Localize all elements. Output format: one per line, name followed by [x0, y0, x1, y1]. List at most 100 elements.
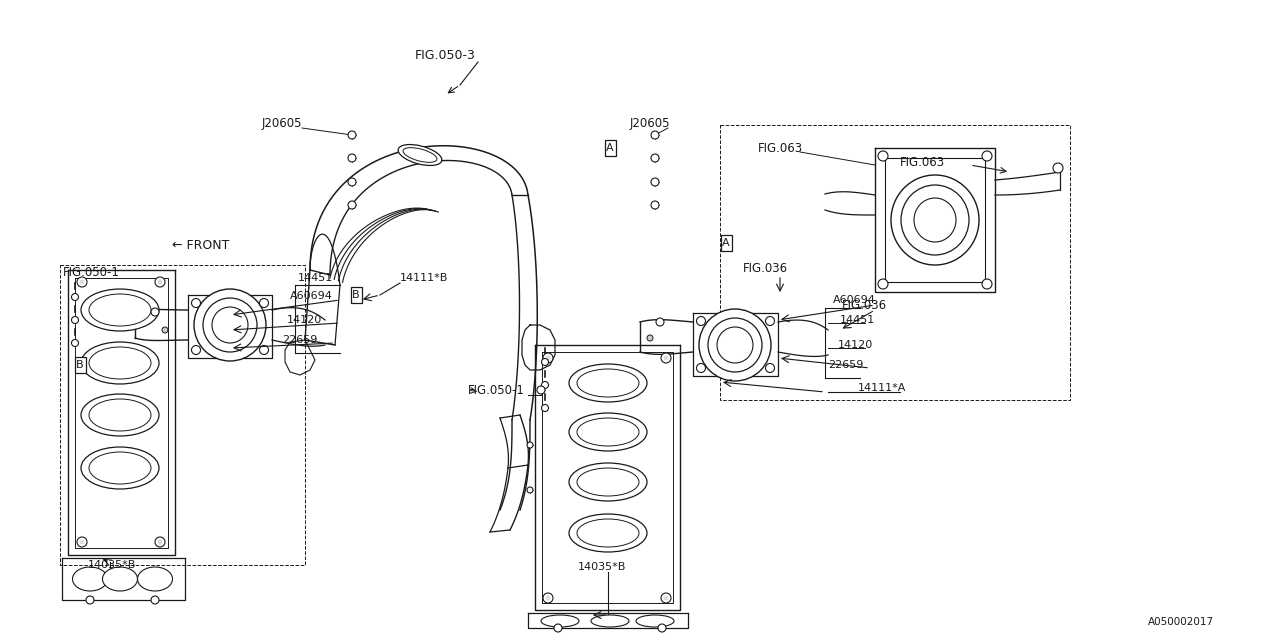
Text: B: B [77, 360, 83, 370]
Ellipse shape [577, 369, 639, 397]
Text: FIG.063: FIG.063 [758, 141, 803, 154]
Ellipse shape [577, 418, 639, 446]
Ellipse shape [204, 298, 257, 352]
Circle shape [646, 335, 653, 341]
Circle shape [163, 327, 168, 333]
Circle shape [348, 178, 356, 186]
Ellipse shape [577, 519, 639, 547]
Ellipse shape [81, 342, 159, 384]
Circle shape [541, 404, 549, 412]
Circle shape [538, 386, 545, 394]
Text: 14111*A: 14111*A [858, 383, 906, 393]
Ellipse shape [570, 463, 646, 501]
Ellipse shape [212, 307, 248, 343]
Text: FIG.050-1: FIG.050-1 [63, 266, 120, 278]
Text: 14035*B: 14035*B [579, 562, 626, 572]
Text: ← FRONT: ← FRONT [172, 239, 229, 252]
Circle shape [652, 178, 659, 186]
Ellipse shape [914, 198, 956, 242]
Circle shape [77, 537, 87, 547]
Text: A: A [607, 143, 614, 153]
Circle shape [658, 624, 666, 632]
Ellipse shape [81, 289, 159, 331]
Bar [604, 140, 616, 156]
Text: A: A [722, 238, 730, 248]
Circle shape [348, 154, 356, 162]
Circle shape [660, 593, 671, 603]
Circle shape [541, 358, 549, 365]
Circle shape [157, 540, 163, 545]
Text: 14451: 14451 [298, 273, 333, 283]
Text: 22659: 22659 [828, 360, 864, 370]
Bar [74, 357, 86, 373]
Circle shape [260, 346, 269, 355]
Text: 14111*B: 14111*B [401, 273, 448, 283]
Ellipse shape [699, 309, 771, 381]
Ellipse shape [717, 327, 753, 363]
Circle shape [527, 442, 532, 448]
Circle shape [696, 364, 705, 372]
Circle shape [982, 279, 992, 289]
Circle shape [982, 151, 992, 161]
Circle shape [155, 537, 165, 547]
Ellipse shape [570, 364, 646, 402]
Text: A050002017: A050002017 [1148, 617, 1215, 627]
Circle shape [696, 317, 705, 326]
Text: FIG.036: FIG.036 [842, 298, 887, 312]
Circle shape [72, 339, 78, 346]
Circle shape [151, 308, 159, 316]
Text: 14035*B: 14035*B [88, 560, 137, 570]
Ellipse shape [398, 145, 442, 166]
Text: J20605: J20605 [630, 116, 671, 129]
Text: 14451: 14451 [840, 315, 876, 325]
Ellipse shape [570, 413, 646, 451]
Ellipse shape [541, 615, 579, 627]
Ellipse shape [81, 394, 159, 436]
Circle shape [541, 381, 549, 388]
Circle shape [657, 318, 664, 326]
Circle shape [1053, 163, 1062, 173]
Text: A60694: A60694 [833, 295, 876, 305]
Circle shape [652, 201, 659, 209]
Circle shape [348, 131, 356, 139]
Circle shape [545, 355, 550, 360]
Circle shape [543, 353, 553, 363]
Circle shape [79, 540, 84, 545]
Bar [721, 235, 731, 251]
Circle shape [663, 355, 668, 360]
Text: 14120: 14120 [838, 340, 873, 350]
Text: 14120: 14120 [287, 315, 323, 325]
Ellipse shape [570, 514, 646, 552]
Circle shape [157, 280, 163, 285]
Ellipse shape [90, 347, 151, 379]
Circle shape [151, 596, 159, 604]
Text: J20605: J20605 [262, 116, 302, 129]
Ellipse shape [81, 447, 159, 489]
Bar [351, 287, 361, 303]
Circle shape [765, 364, 774, 372]
Text: 22659: 22659 [282, 335, 317, 345]
Circle shape [543, 593, 553, 603]
Circle shape [652, 131, 659, 139]
Ellipse shape [577, 468, 639, 496]
Text: B: B [352, 290, 360, 300]
Circle shape [72, 317, 78, 323]
Circle shape [660, 353, 671, 363]
Text: FIG.050-3: FIG.050-3 [415, 49, 476, 61]
Ellipse shape [195, 289, 266, 361]
Circle shape [260, 298, 269, 307]
Ellipse shape [636, 615, 675, 627]
Text: A60694: A60694 [291, 291, 333, 301]
Text: FIG.036: FIG.036 [742, 262, 788, 275]
Text: FIG.050-1: FIG.050-1 [468, 383, 525, 397]
Circle shape [765, 317, 774, 326]
Circle shape [192, 346, 201, 355]
Circle shape [72, 294, 78, 301]
Ellipse shape [591, 615, 628, 627]
Ellipse shape [403, 148, 436, 163]
Text: FIG.063: FIG.063 [900, 156, 945, 168]
Circle shape [192, 298, 201, 307]
Ellipse shape [73, 567, 108, 591]
Circle shape [348, 201, 356, 209]
Circle shape [652, 154, 659, 162]
